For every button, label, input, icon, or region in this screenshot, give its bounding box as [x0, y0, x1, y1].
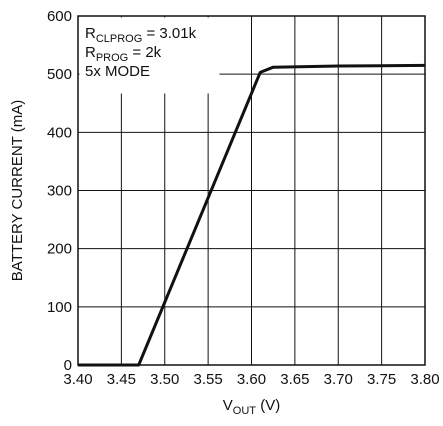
annotation-line: 5x MODE	[85, 63, 150, 80]
x-tick-labels: 3.40 3.45 3.50 3.55 3.60 3.65 3.70 3.75 3.80	[63, 371, 439, 388]
y-tick-label: 200	[47, 241, 72, 258]
y-tick-labels: 0 100 200 300 400 500 600	[47, 8, 72, 374]
y-axis-label: BATTERY CURRENT (mA)	[9, 100, 26, 281]
y-tick-label: 400	[47, 124, 72, 141]
annotation-sub: PROG	[96, 52, 128, 64]
x-tick-label: 3.65	[280, 371, 309, 388]
annotation-suffix: = 2k	[128, 44, 161, 61]
y-tick-label: 300	[47, 183, 72, 200]
annotation-line: RCLPROG = 3.01k	[85, 25, 197, 45]
x-tick-label: 3.55	[194, 371, 223, 388]
annotation-main: 5x MODE	[85, 63, 150, 80]
annotation-main: R	[85, 25, 96, 42]
x-tick-label: 3.75	[367, 371, 396, 388]
x-tick-label: 3.60	[237, 371, 266, 388]
series-line	[78, 63, 426, 367]
annotation-main: R	[85, 44, 96, 61]
y-tick-label: 600	[47, 8, 72, 25]
series-layer	[78, 63, 426, 367]
x-tick-label: 3.80	[410, 371, 439, 388]
annotation-background	[79, 17, 220, 94]
y-tick-label: 500	[47, 66, 72, 83]
annotation-sub: CLPROG	[96, 33, 142, 45]
y-tick-label: 0	[64, 357, 72, 374]
x-axis-label-suffix: (V)	[256, 397, 280, 414]
x-axis-label: VOUT (V)	[223, 397, 280, 417]
grid	[77, 15, 426, 366]
x-axis-label-main: V	[223, 397, 233, 414]
plot-frame	[77, 15, 426, 366]
x-tick-label: 3.45	[107, 371, 136, 388]
x-tick-label: 3.50	[150, 371, 179, 388]
x-axis-label-sub: OUT	[233, 405, 257, 417]
annotation-line: RPROG = 2k	[85, 44, 162, 64]
x-tick-label: 3.70	[324, 371, 353, 388]
y-tick-label: 100	[47, 299, 72, 316]
annotation-suffix: = 3.01k	[142, 25, 196, 42]
x-tick-label: 3.40	[63, 371, 92, 388]
